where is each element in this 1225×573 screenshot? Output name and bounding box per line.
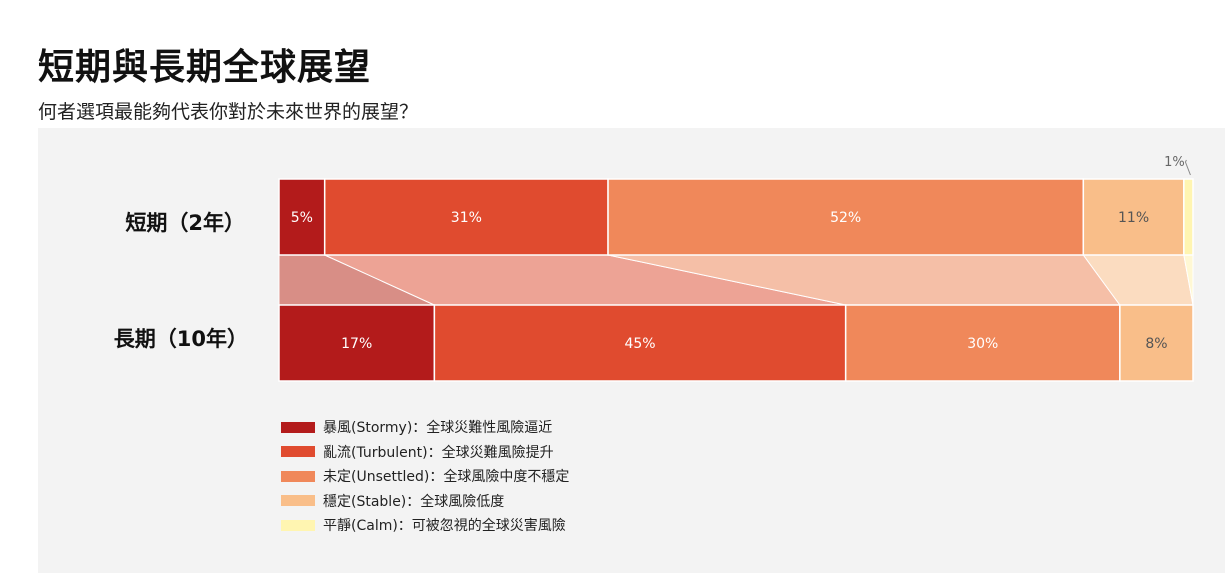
data-label: 30%: [967, 336, 998, 352]
legend-label: 平靜(Calm)：可被忽視的全球災害風險: [323, 518, 566, 535]
legend-swatch: [281, 495, 315, 507]
data-label: 8%: [1145, 336, 1167, 352]
legend-item: 穩定(Stable)：全球風險低度: [281, 489, 569, 514]
data-label: 11%: [1118, 210, 1149, 226]
bar-segment: [1082, 178, 1185, 256]
category-label: 長期（10年）: [114, 327, 248, 351]
legend-label: 暴風(Stormy)：全球災難性風險逼近: [323, 420, 553, 437]
legend-swatch: [281, 421, 315, 433]
bar-segment: [278, 304, 436, 382]
bar-segment: [278, 178, 326, 256]
bar-segments: [278, 178, 1194, 382]
bar-segment: [607, 178, 1085, 256]
data-label: 17%: [341, 336, 372, 352]
legend-swatch: [281, 446, 315, 458]
page-title: 短期與長期全球展望: [38, 47, 372, 88]
legend-item: 亂流(Turbulent)：全球災難風險提升: [281, 440, 569, 465]
legend: 暴風(Stormy)：全球災難性風險逼近 亂流(Turbulent)：全球災難風險…: [281, 415, 569, 538]
data-label: 1%: [1164, 155, 1185, 170]
legend-swatch: [281, 519, 315, 531]
leader-line: [1184, 159, 1191, 176]
data-labels: 5% 31% 52% 11% 1% 17% 45% 30% 8%: [291, 155, 1191, 352]
data-label: 45%: [624, 336, 655, 352]
legend-item: 平靜(Calm)：可被忽視的全球災害風險: [281, 513, 569, 538]
legend-swatch: [281, 470, 315, 482]
category-labels: 短期（2年） 長期（10年）: [114, 211, 248, 351]
bar-segment: [844, 304, 1121, 382]
data-label: 5%: [291, 210, 313, 226]
legend-item: 暴風(Stormy)：全球災難性風險逼近: [281, 415, 569, 440]
legend-label: 亂流(Turbulent)：全球災難風險提升: [323, 444, 554, 461]
page-subtitle: 何者選項最能夠代表你對於未來世界的展望？: [38, 101, 419, 123]
category-label: 短期（2年）: [125, 211, 245, 235]
legend-item: 未定(Unsettled)：全球風險中度不穩定: [281, 464, 569, 489]
bar-segment: [1119, 304, 1194, 382]
data-label: 31%: [451, 210, 482, 226]
bar-connectors: [278, 254, 1194, 306]
bar-segment: [1183, 178, 1194, 256]
data-label: 52%: [830, 210, 861, 226]
legend-label: 未定(Unsettled)：全球風險中度不穩定: [323, 469, 570, 486]
bar-segment: [323, 178, 609, 256]
legend-label: 穩定(Stable)：全球風險低度: [323, 493, 505, 510]
